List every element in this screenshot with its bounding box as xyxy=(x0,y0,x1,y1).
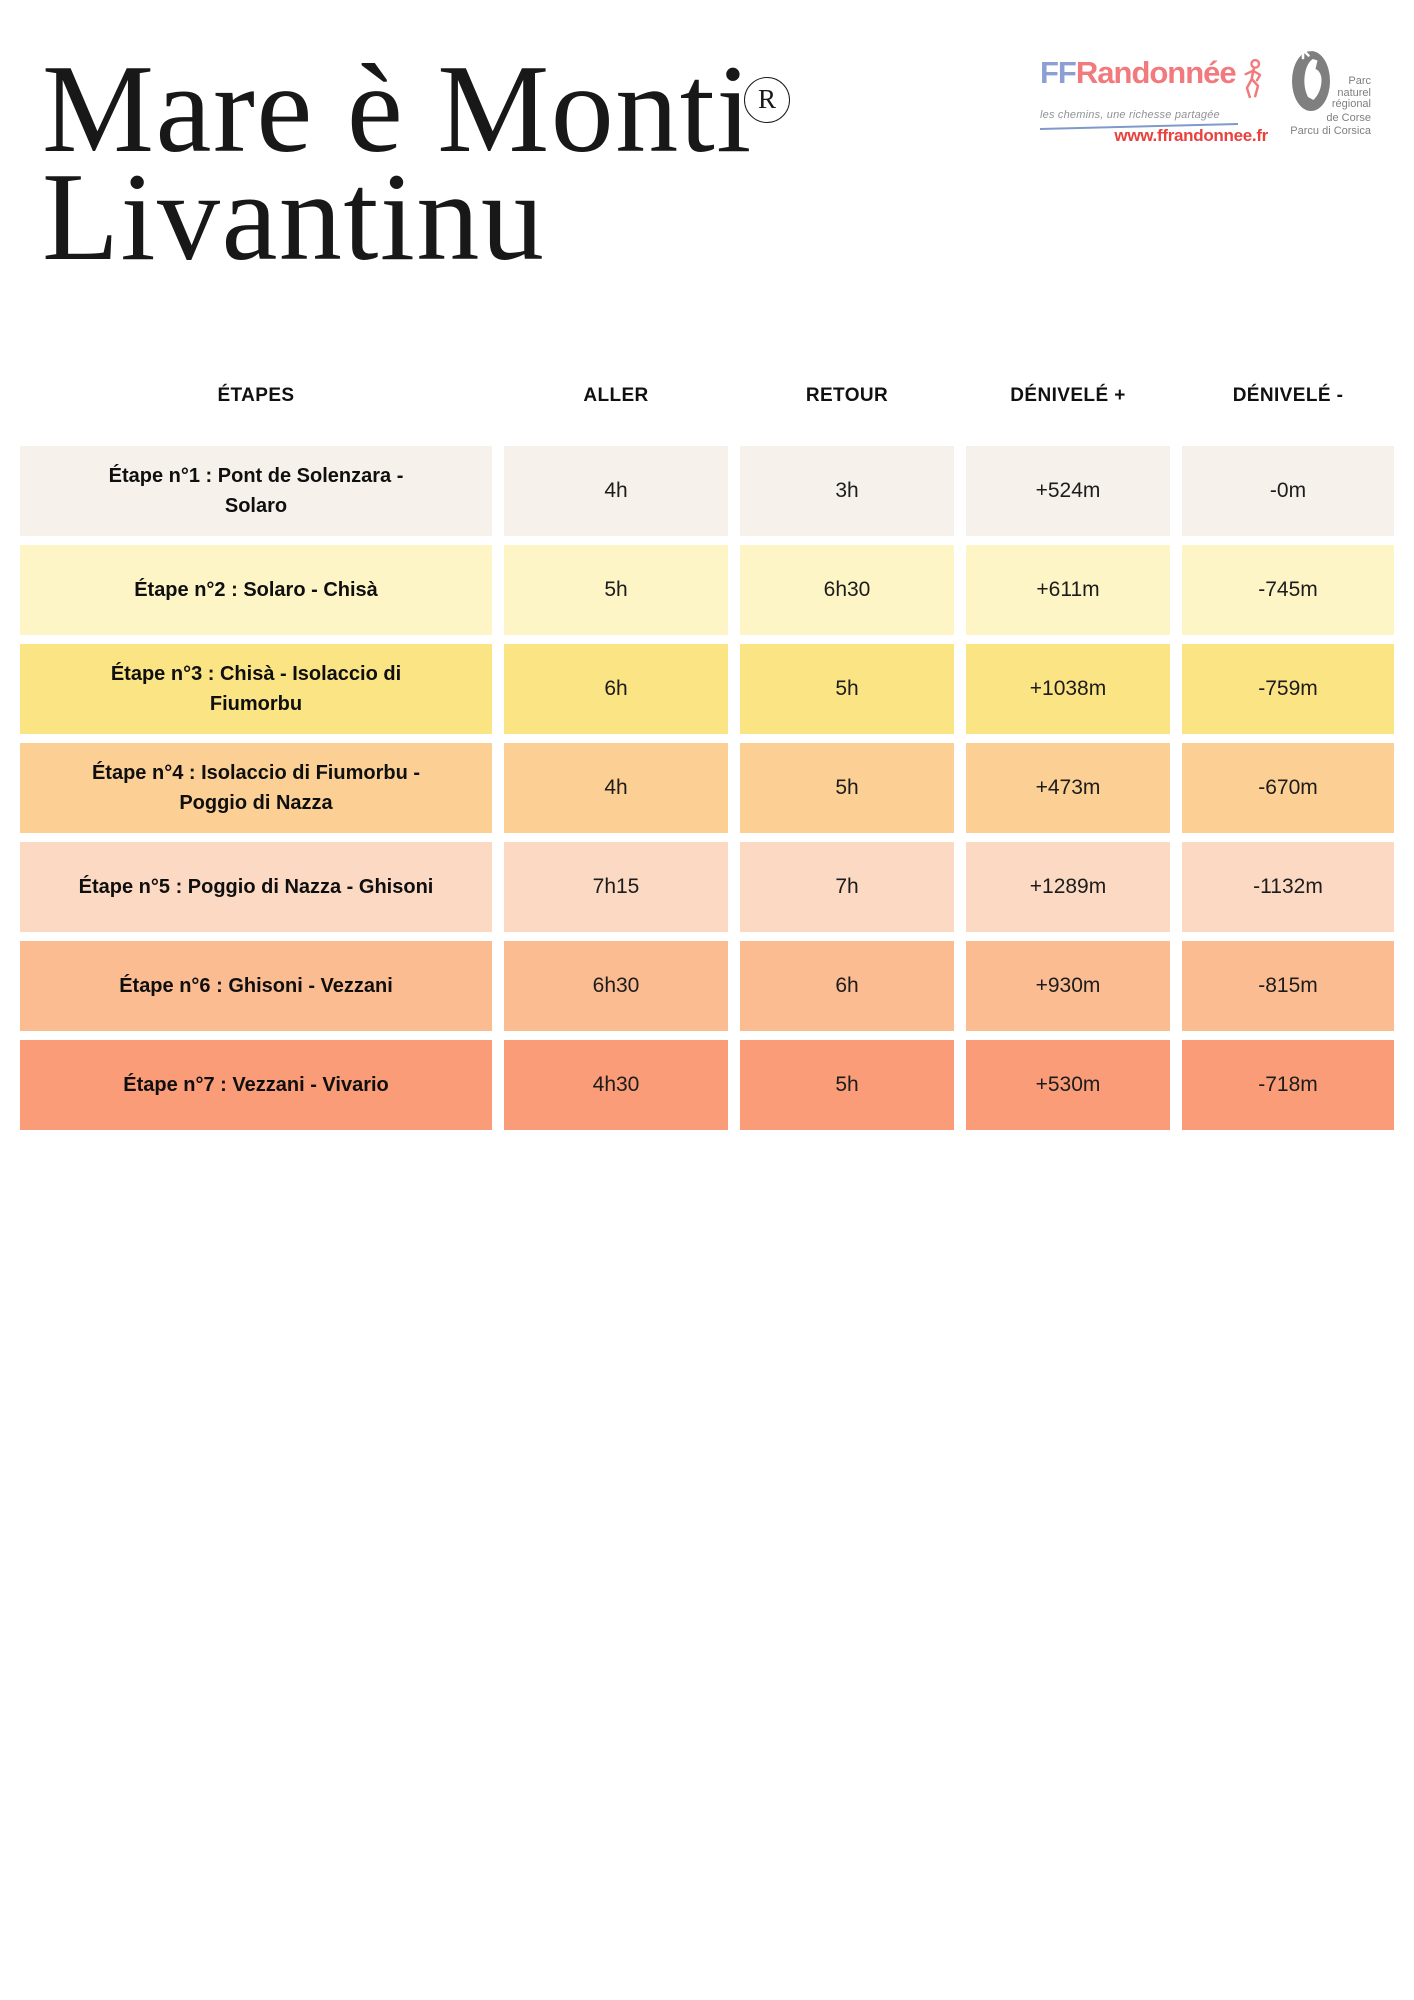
ffrandonnee-randonnee: Randonnée xyxy=(1075,55,1237,90)
table-row: Étape n°6 : Ghisoni - Vezzani 6h30 6h +9… xyxy=(20,941,1394,1031)
col-header-retour: RETOUR xyxy=(805,385,889,406)
denivele-minus-cell: -718m xyxy=(1182,1040,1394,1130)
page-title-line1: Mare è Monti R xyxy=(42,47,790,173)
registered-letter: R xyxy=(757,84,776,114)
denivele-minus-cell: -759m xyxy=(1182,644,1394,734)
ffrandonnee-url-link[interactable]: www.ffrandonnee.fr xyxy=(1114,126,1268,145)
parc-line-parc: Parc xyxy=(1348,75,1371,87)
page-title-line2: Livantinu xyxy=(42,148,546,287)
ffrandonnee-ff: FF xyxy=(1040,55,1077,90)
denivele-minus-cell: -0m xyxy=(1182,446,1394,536)
denivele-minus-cell: -745m xyxy=(1182,545,1394,635)
ffrandonnee-tagline-text: les chemins, une richesse partagée xyxy=(1040,109,1220,121)
table-row: Étape n°5 : Poggio di Nazza - Ghisoni 7h… xyxy=(20,842,1394,932)
col-header-denivele-plus: DÉNIVELÉ + xyxy=(1010,385,1126,406)
parc-corse-logo: Parc naturel régional de Corse Parcu di … xyxy=(1283,28,1408,143)
etape-cell: Étape n°5 : Poggio di Nazza - Ghisoni xyxy=(20,842,492,932)
table-header-row: ÉTAPES ALLER RETOUR DÉNIVELÉ + DÉNIVELÉ … xyxy=(20,370,1394,422)
etape-cell: Étape n°3 : Chisà - Isolaccio di Fiumorb… xyxy=(20,644,492,734)
ffrandonnee-wordmark: FFRandonnée xyxy=(1040,55,1237,90)
parc-line-de-corse: de Corse xyxy=(1326,111,1371,124)
denivele-plus-cell: +1289m xyxy=(966,842,1170,932)
denivele-plus-cell: +930m xyxy=(966,941,1170,1031)
aller-cell: 4h xyxy=(504,446,728,536)
retour-cell: 5h xyxy=(740,644,954,734)
aller-cell: 6h30 xyxy=(504,941,728,1031)
parc-line-parcu: Parcu di Corsica xyxy=(1290,125,1371,137)
parc-corse-text: Parc naturel régional de Corse Parcu di … xyxy=(1283,75,1371,138)
registered-trademark-icon: R xyxy=(744,77,790,123)
denivele-plus-cell: +530m xyxy=(966,1040,1170,1130)
parc-line-regional: régional xyxy=(1331,98,1371,110)
stages-table: ÉTAPES ALLER RETOUR DÉNIVELÉ + DÉNIVELÉ … xyxy=(20,370,1394,1139)
denivele-plus-cell: +1038m xyxy=(966,644,1170,734)
col-header-denivele-minus: DÉNIVELÉ - xyxy=(1232,385,1344,406)
etape-cell: Étape n°6 : Ghisoni - Vezzani xyxy=(20,941,492,1031)
table-row: Étape n°4 : Isolaccio di Fiumorbu - Pogg… xyxy=(20,743,1394,833)
retour-cell: 5h xyxy=(740,743,954,833)
denivele-plus-cell: +524m xyxy=(966,446,1170,536)
retour-cell: 6h30 xyxy=(740,545,954,635)
ffrandonnee-logo: FFRandonnée les chemins, une richesse pa… xyxy=(1040,56,1268,146)
col-header-aller: ALLER xyxy=(583,385,649,406)
hiker-icon xyxy=(1244,58,1261,99)
aller-cell: 5h xyxy=(504,545,728,635)
table-row: Étape n°7 : Vezzani - Vivario 4h30 5h +5… xyxy=(20,1040,1394,1130)
retour-cell: 7h xyxy=(740,842,954,932)
denivele-plus-cell: +611m xyxy=(966,545,1170,635)
denivele-plus-cell: +473m xyxy=(966,743,1170,833)
etape-cell: Étape n°4 : Isolaccio di Fiumorbu - Pogg… xyxy=(20,743,492,833)
retour-cell: 3h xyxy=(740,446,954,536)
table-row: Étape n°3 : Chisà - Isolaccio di Fiumorb… xyxy=(20,644,1394,734)
etape-cell: Étape n°1 : Pont de Solenzara - Solaro xyxy=(20,446,492,536)
page-title: Mare è Monti R Livantinu xyxy=(42,30,790,287)
corsica-oval-icon xyxy=(1292,40,1330,111)
aller-cell: 4h30 xyxy=(504,1040,728,1130)
table-row: Étape n°1 : Pont de Solenzara - Solaro 4… xyxy=(20,446,1394,536)
parc-line-naturel: naturel xyxy=(1337,86,1371,99)
denivele-minus-cell: -1132m xyxy=(1182,842,1394,932)
aller-cell: 4h xyxy=(504,743,728,833)
table-row: Étape n°2 : Solaro - Chisà 5h 6h30 +611m… xyxy=(20,545,1394,635)
ffrandonnee-tagline: les chemins, une richesse partagée xyxy=(1040,109,1268,130)
tagline-underline xyxy=(1040,123,1239,130)
etape-cell: Étape n°2 : Solaro - Chisà xyxy=(20,545,492,635)
denivele-minus-cell: -670m xyxy=(1182,743,1394,833)
retour-cell: 6h xyxy=(740,941,954,1031)
aller-cell: 7h15 xyxy=(504,842,728,932)
denivele-minus-cell: -815m xyxy=(1182,941,1394,1031)
col-header-etapes: ÉTAPES xyxy=(217,385,295,406)
title-text-line1: Mare è Monti xyxy=(42,40,753,179)
etape-cell: Étape n°7 : Vezzani - Vivario xyxy=(20,1040,492,1130)
aller-cell: 6h xyxy=(504,644,728,734)
retour-cell: 5h xyxy=(740,1040,954,1130)
